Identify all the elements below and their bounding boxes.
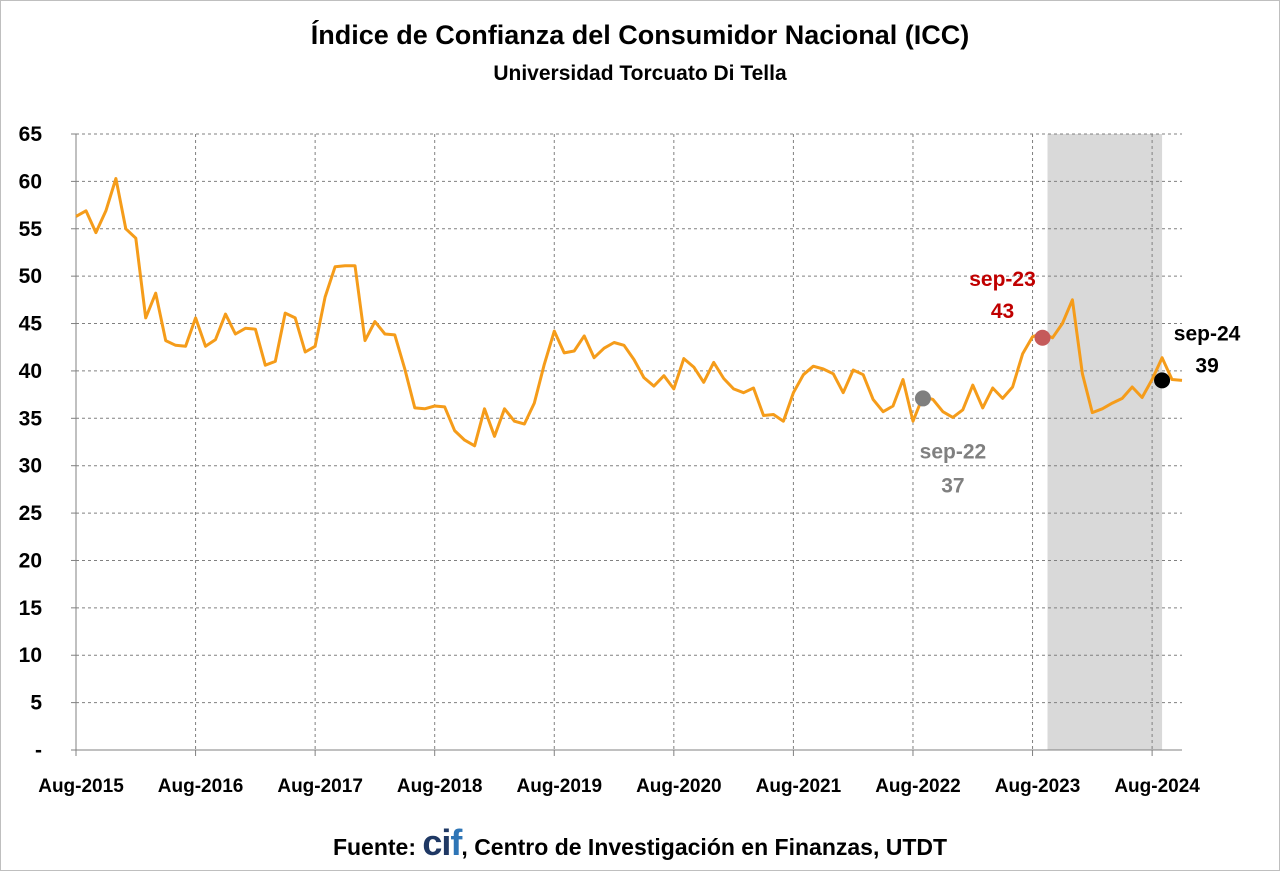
y-tick-label: 5 (30, 692, 42, 715)
annotation-label: sep-23 (969, 268, 1036, 291)
annotation-value: 37 (941, 474, 964, 497)
x-tick-label: Aug-2017 (277, 776, 363, 797)
y-tick-labels: - 5 10 15 20 25 30 35 40 45 50 55 60 65 (19, 123, 43, 762)
x-tick-label: Aug-2019 (517, 776, 603, 797)
y-tick-label: 35 (19, 407, 43, 430)
y-tick-label: 10 (19, 644, 42, 667)
y-tick-label: 45 (19, 313, 43, 336)
annotation-value: 39 (1195, 354, 1218, 377)
source-footer: Fuente: cif, Centro de Investigación en … (0, 822, 1280, 864)
cif-logo: cif (422, 822, 462, 863)
axes-layer (71, 133, 1182, 756)
shaded-region-layer (1047, 134, 1163, 750)
x-tick-label: Aug-2018 (397, 776, 483, 797)
marker-sep-22 (914, 390, 931, 407)
y-tick-label: 15 (19, 597, 43, 620)
marker-sep-24 (1154, 372, 1171, 389)
markers-layer (914, 329, 1171, 407)
annotation-label: sep-22 (920, 440, 987, 463)
x-tick-label: Aug-2021 (756, 776, 842, 797)
y-tick-label: 20 (19, 549, 42, 572)
footer-suffix: , Centro de Investigación en Finanzas, U… (461, 834, 948, 860)
y-tick-label: 60 (19, 170, 42, 193)
x-tick-labels: Aug-2015 Aug-2016 Aug-2017 Aug-2018 Aug-2019… (38, 776, 1200, 797)
y-tick-label: 30 (19, 455, 42, 478)
x-tick-label: Aug-2022 (875, 776, 961, 797)
series-layer (75, 177, 1183, 448)
annotation-value: 43 (991, 300, 1014, 323)
marker-sep-23 (1034, 329, 1051, 346)
annotation-label: sep-24 (1174, 322, 1241, 345)
annotations-layer: sep-22 37 sep-23 43 sep-24 39 (920, 268, 1241, 498)
x-tick-label: Aug-2020 (636, 776, 722, 797)
cif-logo-f: f (450, 822, 462, 863)
gridlines-layer (76, 133, 1182, 750)
x-tick-label: Aug-2024 (1114, 776, 1200, 797)
y-tick-label: 40 (19, 360, 42, 383)
x-tick-label: Aug-2023 (995, 776, 1081, 797)
icc-series-line (75, 177, 1183, 448)
chart-title: Índice de Confianza del Consumidor Nacio… (310, 20, 970, 50)
y-tick-label: 25 (19, 502, 43, 525)
x-tick-label: Aug-2016 (158, 776, 244, 797)
chart-subtitle: Universidad Torcuato Di Tella (493, 62, 787, 85)
y-tick-label: 55 (19, 218, 43, 241)
y-tick-label: 65 (19, 123, 43, 146)
shaded-region (1047, 134, 1163, 750)
x-tick-label: Aug-2015 (38, 776, 124, 797)
cif-logo-ci: ci (422, 822, 451, 863)
y-tick-label: - (35, 739, 42, 762)
footer-prefix: Fuente: (332, 834, 423, 860)
y-tick-label: 50 (19, 265, 42, 288)
